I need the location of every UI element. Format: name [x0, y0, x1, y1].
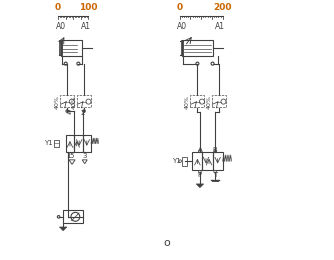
Circle shape — [179, 160, 181, 162]
Bar — [77, 95, 91, 107]
Text: 5: 5 — [70, 153, 74, 159]
Text: 100: 100 — [79, 3, 98, 12]
Text: A0: A0 — [177, 22, 187, 31]
Text: Y1: Y1 — [172, 158, 181, 164]
Circle shape — [64, 62, 67, 65]
Bar — [63, 211, 84, 223]
Circle shape — [77, 62, 80, 65]
Bar — [82, 134, 91, 152]
Text: 200: 200 — [213, 3, 232, 12]
Text: 40%: 40% — [206, 95, 211, 108]
Text: 0: 0 — [55, 3, 61, 12]
Bar — [202, 152, 212, 170]
Text: A1: A1 — [81, 22, 91, 31]
Bar — [182, 40, 212, 56]
Text: 4: 4 — [66, 110, 71, 116]
Circle shape — [83, 110, 85, 112]
Text: 0: 0 — [177, 3, 183, 12]
Text: 40%: 40% — [54, 95, 59, 108]
Circle shape — [214, 150, 216, 152]
Text: P: P — [198, 172, 202, 178]
Bar — [60, 95, 74, 107]
Polygon shape — [196, 184, 204, 188]
Circle shape — [214, 171, 216, 173]
Text: 2: 2 — [80, 110, 85, 116]
Circle shape — [66, 110, 68, 112]
Text: o: o — [164, 238, 170, 248]
Text: T: T — [213, 172, 217, 178]
Bar — [212, 152, 223, 170]
Bar — [190, 95, 204, 107]
Circle shape — [199, 171, 201, 173]
Bar — [212, 95, 226, 107]
Bar — [66, 134, 74, 152]
Text: 40%: 40% — [185, 95, 190, 108]
Text: 1: 1 — [66, 153, 70, 159]
Bar — [54, 140, 59, 147]
Text: 40%: 40% — [71, 95, 76, 108]
Text: Y1: Y1 — [44, 140, 53, 146]
Bar — [74, 134, 82, 152]
Circle shape — [57, 216, 60, 218]
Text: A1: A1 — [215, 22, 225, 31]
Bar — [182, 157, 187, 166]
Circle shape — [199, 150, 201, 152]
Text: A0: A0 — [55, 22, 66, 31]
Circle shape — [196, 62, 199, 65]
Polygon shape — [59, 227, 67, 231]
Text: 3: 3 — [82, 153, 87, 159]
Bar — [192, 152, 202, 170]
Bar — [61, 40, 82, 56]
Circle shape — [211, 62, 214, 65]
Text: A: A — [197, 147, 202, 153]
Text: B: B — [213, 147, 217, 153]
